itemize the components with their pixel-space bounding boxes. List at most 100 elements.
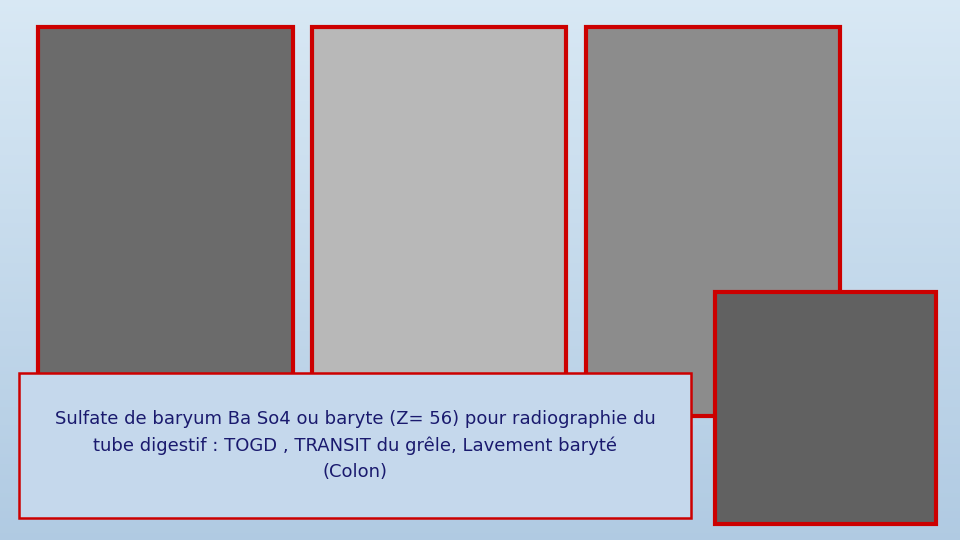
Bar: [0, 198, 960, 201]
Bar: [0, 137, 960, 140]
Bar: [0, 144, 960, 147]
Bar: [0, 486, 960, 490]
Bar: [0, 50, 960, 54]
Bar: [0, 169, 960, 173]
Bar: [0, 191, 960, 194]
Bar: [0, 292, 960, 295]
Bar: [0, 317, 960, 320]
Bar: [0, 324, 960, 328]
Bar: [0, 104, 960, 108]
Text: Sulfate de baryum Ba So4 ou baryte (Z= 56) pour radiographie du
tube digestif : : Sulfate de baryum Ba So4 ou baryte (Z= 5…: [55, 410, 656, 481]
Bar: [0, 173, 960, 177]
Bar: [0, 32, 960, 36]
Bar: [0, 155, 960, 158]
Bar: [0, 464, 960, 468]
Bar: [0, 72, 960, 76]
Bar: [0, 529, 960, 533]
Bar: [0, 201, 960, 205]
Bar: [0, 288, 960, 292]
Bar: [0, 212, 960, 216]
Bar: [0, 385, 960, 389]
Bar: [0, 227, 960, 231]
Bar: [0, 356, 960, 360]
Bar: [0, 245, 960, 248]
Bar: [0, 255, 960, 259]
Bar: [0, 58, 960, 61]
Bar: [0, 511, 960, 515]
Bar: [0, 158, 960, 162]
Bar: [0, 166, 960, 169]
Bar: [0, 83, 960, 86]
Bar: [0, 374, 960, 378]
Bar: [0, 194, 960, 198]
Bar: [0, 339, 960, 342]
Bar: [0, 123, 960, 126]
Bar: [0, 450, 960, 454]
Bar: [0, 367, 960, 371]
Bar: [0, 216, 960, 220]
Bar: [0, 353, 960, 356]
Bar: [0, 421, 960, 425]
Bar: [0, 328, 960, 331]
Bar: [0, 259, 960, 263]
Bar: [0, 447, 960, 450]
Bar: [0, 270, 960, 274]
Bar: [0, 22, 960, 25]
Bar: [0, 177, 960, 180]
Bar: [0, 471, 960, 475]
Bar: [0, 266, 960, 270]
Bar: [0, 439, 960, 443]
Bar: [0, 342, 960, 346]
Bar: [0, 7, 960, 11]
Bar: [0, 428, 960, 432]
Bar: [0, 86, 960, 90]
Bar: [0, 378, 960, 382]
Bar: [0, 497, 960, 501]
Bar: [0, 184, 960, 187]
Bar: [0, 490, 960, 493]
Bar: [0, 525, 960, 529]
Bar: [0, 115, 960, 119]
Bar: [0, 299, 960, 302]
Bar: [0, 508, 960, 511]
Bar: [0, 119, 960, 123]
Bar: [0, 475, 960, 479]
Bar: [0, 277, 960, 281]
Bar: [0, 220, 960, 223]
Bar: [0, 432, 960, 436]
Bar: [0, 238, 960, 241]
Bar: [0, 295, 960, 299]
Bar: [0, 281, 960, 285]
Bar: [0, 285, 960, 288]
Bar: [0, 335, 960, 339]
Bar: [0, 223, 960, 227]
Bar: [0, 69, 960, 72]
Bar: [0, 90, 960, 93]
Bar: [0, 11, 960, 15]
Bar: [0, 180, 960, 184]
Bar: [0, 346, 960, 349]
Bar: [0, 140, 960, 144]
Bar: [0, 252, 960, 255]
Bar: [0, 241, 960, 245]
Bar: [0, 414, 960, 417]
Bar: [0, 306, 960, 309]
Bar: [0, 309, 960, 313]
Bar: [0, 410, 960, 414]
Bar: [0, 360, 960, 363]
Bar: [0, 393, 960, 396]
Bar: [0, 443, 960, 447]
Bar: [0, 461, 960, 464]
Bar: [0, 536, 960, 540]
Bar: [0, 234, 960, 238]
Bar: [0, 504, 960, 508]
Bar: [0, 187, 960, 191]
Bar: [0, 43, 960, 47]
Bar: [19, 373, 691, 518]
Bar: [0, 349, 960, 353]
Bar: [0, 382, 960, 385]
Bar: [0, 54, 960, 58]
Bar: [0, 93, 960, 97]
Bar: [0, 36, 960, 39]
Bar: [0, 533, 960, 536]
